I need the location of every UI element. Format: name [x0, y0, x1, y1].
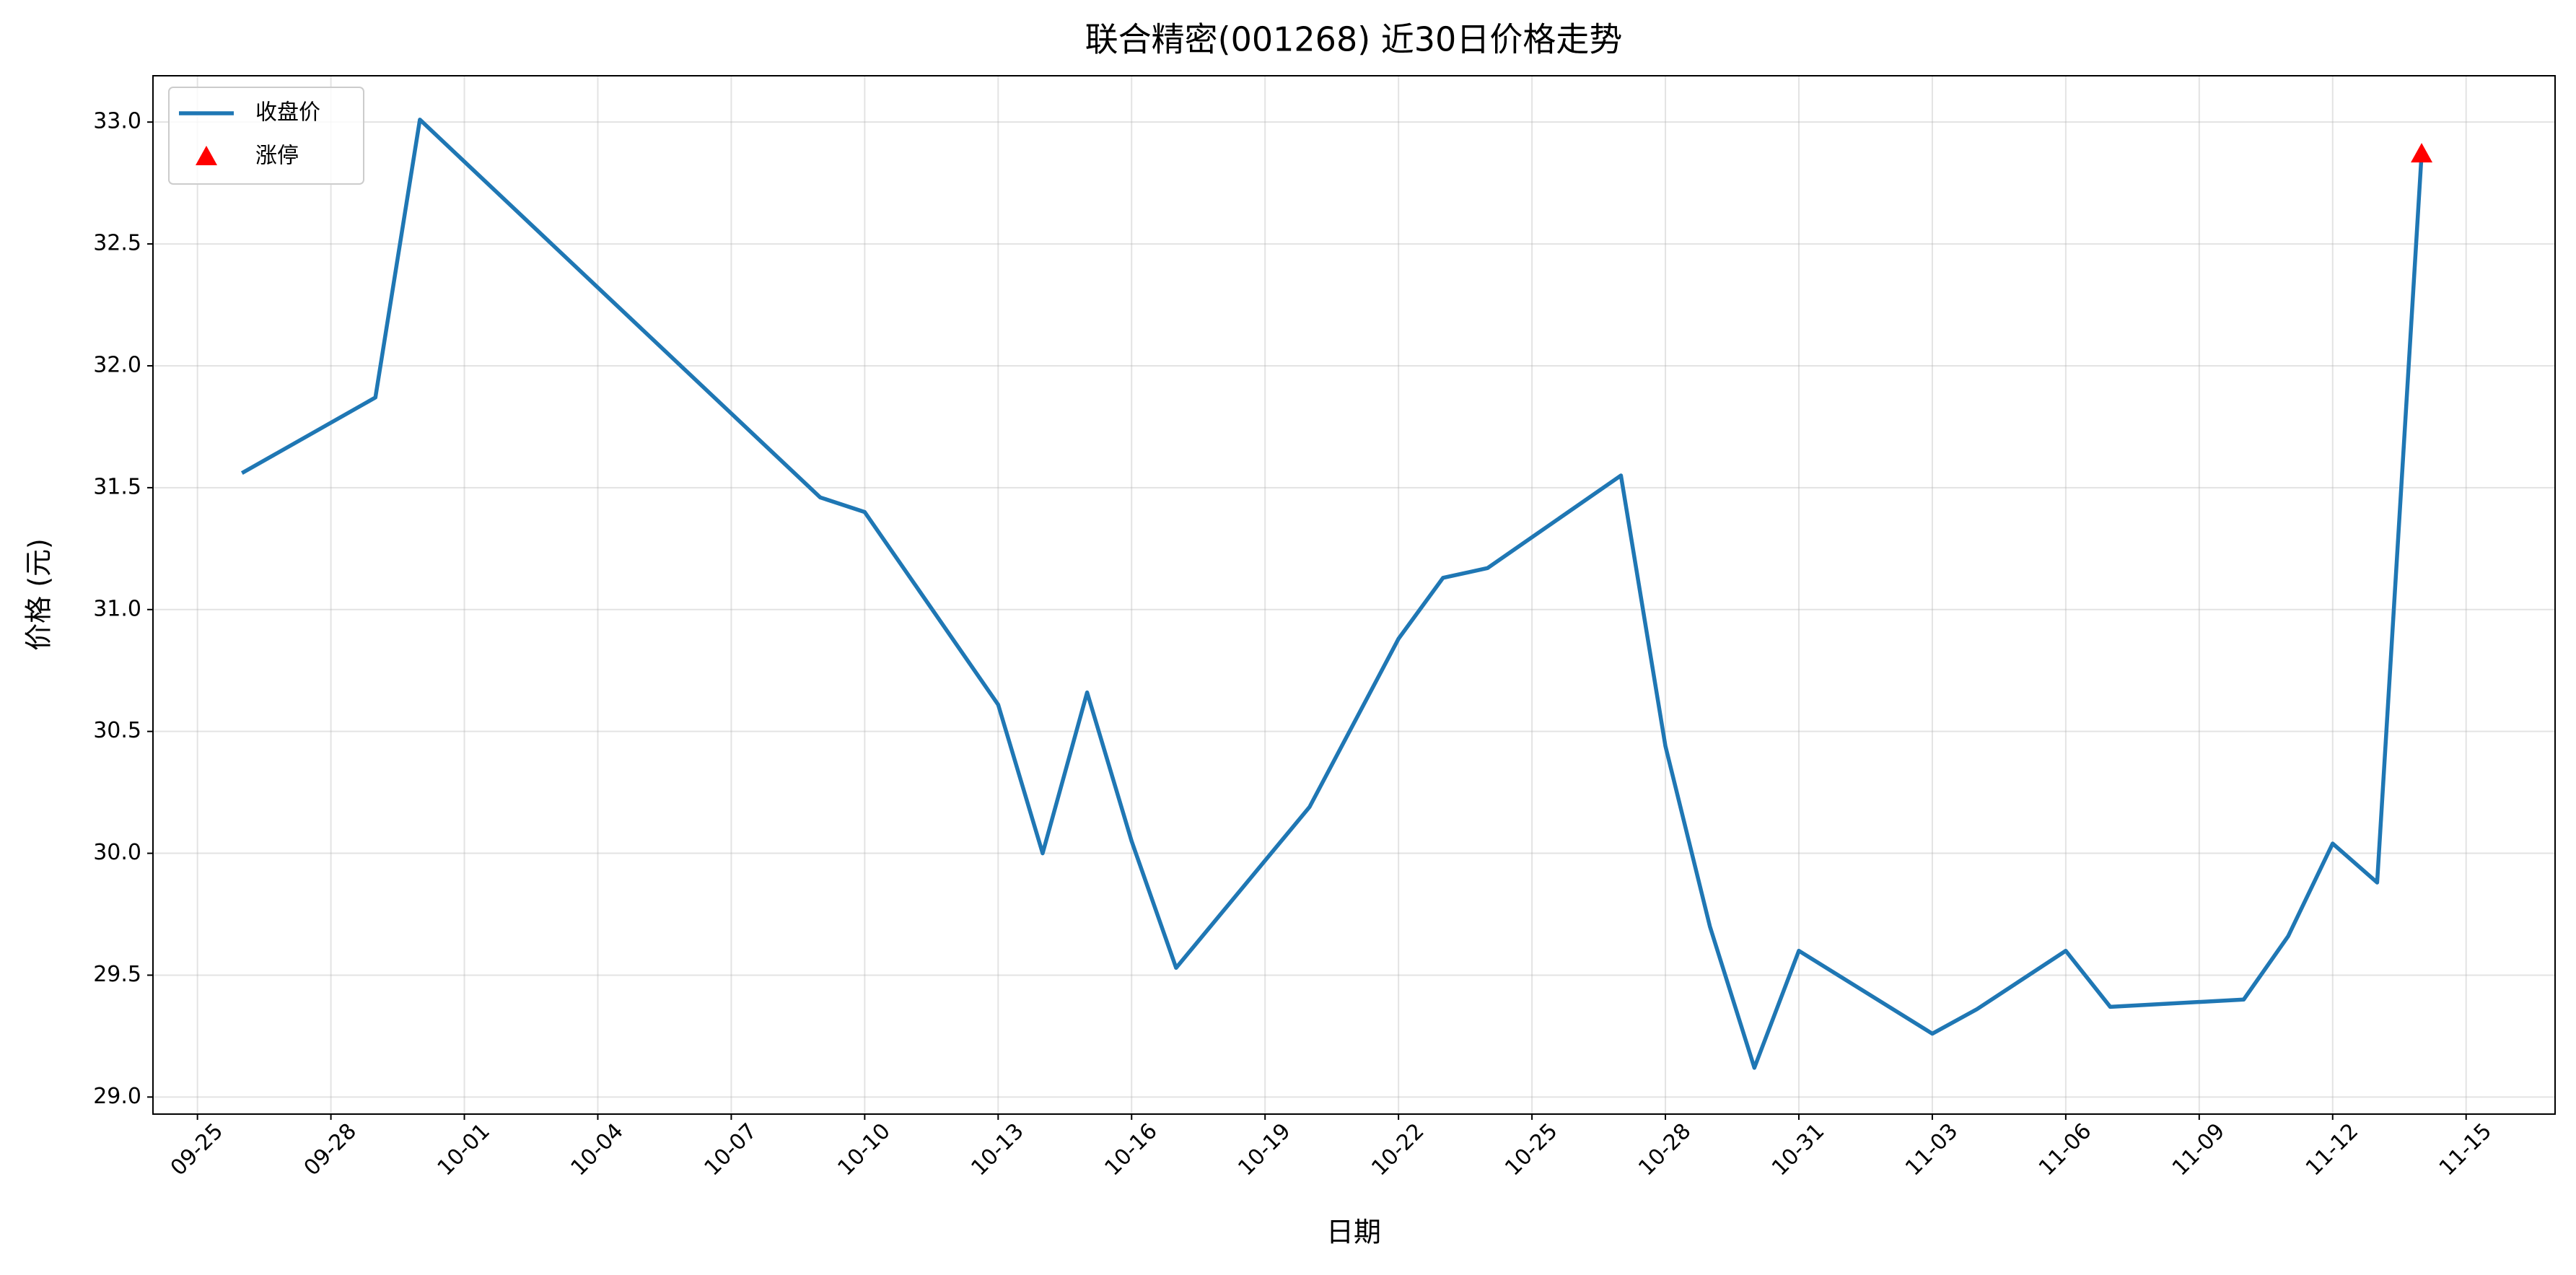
chart-title: 联合精密(001268) 近30日价格走势: [1085, 20, 1623, 59]
y-tick-label: 31.0: [93, 596, 141, 621]
x-axis-label: 日期: [1326, 1217, 1381, 1248]
y-tick-label: 32.0: [93, 352, 141, 377]
x-tick-label: 10-31: [1767, 1118, 1829, 1180]
legend-label: 涨停: [255, 144, 299, 169]
x-tick-label: 10-22: [1367, 1118, 1429, 1180]
x-tick-label: 10-04: [566, 1118, 628, 1180]
limit-up-marker: [2411, 143, 2433, 163]
y-tick-label: 30.0: [93, 840, 141, 865]
x-tick-label: 11-03: [1901, 1118, 1963, 1180]
x-tick-label: 11-15: [2435, 1118, 2497, 1180]
legend-label: 收盘价: [255, 100, 320, 126]
y-axis-label: 价格 (元): [23, 538, 55, 651]
y-tick-label: 32.5: [93, 231, 141, 256]
x-tick-label: 10-07: [700, 1118, 762, 1180]
y-tick-label: 33.0: [93, 109, 141, 134]
x-tick-label: 10-13: [966, 1118, 1028, 1180]
price-line: [240, 118, 2424, 1070]
x-tick-label: 09-28: [299, 1118, 362, 1180]
x-tick-label: 10-16: [1100, 1118, 1162, 1180]
x-tick-label: 11-12: [2301, 1118, 2363, 1180]
x-tick-label: 10-19: [1233, 1118, 1295, 1180]
x-tick-label: 10-10: [833, 1118, 895, 1180]
x-tick-label: 10-28: [1634, 1118, 1696, 1180]
y-tick-label: 30.5: [93, 718, 141, 743]
x-tick-label: 10-01: [433, 1118, 495, 1180]
y-tick-label: 29.0: [93, 1084, 141, 1109]
x-tick-label: 11-09: [2168, 1118, 2230, 1180]
x-tick-label: 11-06: [2034, 1118, 2096, 1180]
plot-frame: [152, 75, 2556, 1115]
legend-marker: [196, 146, 217, 165]
y-tick-label: 29.5: [93, 962, 141, 987]
x-tick-label: 10-25: [1500, 1118, 1562, 1180]
x-tick-label: 09-25: [166, 1118, 228, 1180]
y-tick-label: 31.5: [93, 474, 141, 499]
